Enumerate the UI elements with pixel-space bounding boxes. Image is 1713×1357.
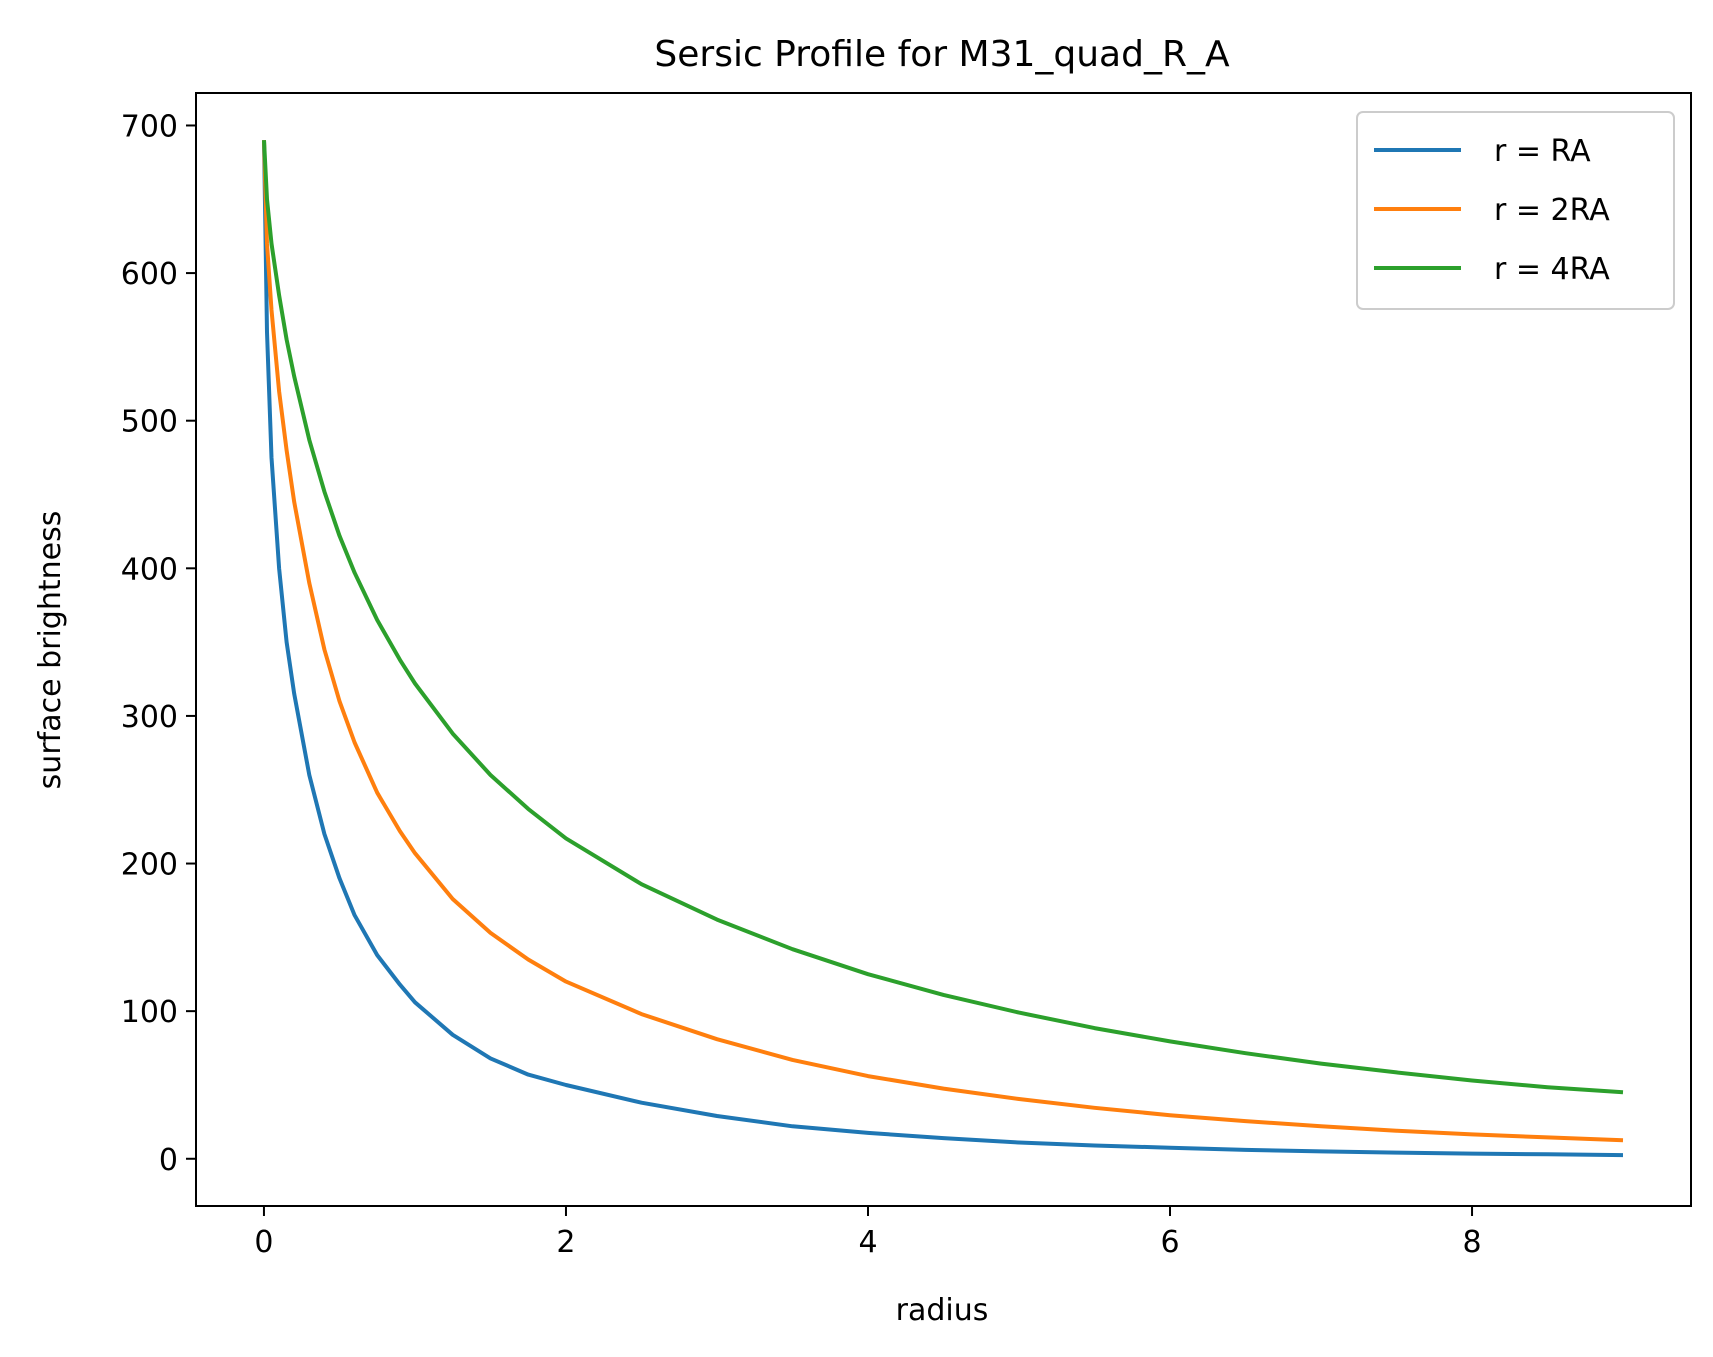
y-tick-label: 300 [121, 700, 178, 735]
series-line [262, 140, 1624, 1143]
legend-label: r = 4RA [1494, 252, 1610, 287]
y-tick-label: 100 [121, 995, 178, 1030]
series-layer [262, 140, 1624, 1158]
legend-entries: r = RA r = 2RA r = 4RA [1374, 134, 1610, 287]
x-axis-label: radius [896, 1293, 989, 1328]
plot-frame [195, 92, 1692, 1207]
x-tick-label: 4 [858, 1225, 877, 1260]
legend-box [1356, 111, 1675, 310]
x-tick-label: 6 [1160, 1225, 1179, 1260]
x-tick-label: 0 [254, 1225, 273, 1260]
y-tick-label: 700 [121, 109, 178, 144]
series-line [262, 140, 1624, 1095]
y-tick-label: 500 [121, 405, 178, 440]
series-line [262, 140, 1624, 1158]
x-tick-label: 8 [1462, 1225, 1481, 1260]
y-tick-label: 0 [159, 1143, 178, 1178]
chart-title: Sersic Profile for M31_quad_R_A [654, 34, 1230, 75]
x-tick-label: 2 [556, 1225, 575, 1260]
legend: r = RA r = 2RA r = 4RA [1356, 111, 1675, 310]
y-axis-label: surface brightness [33, 511, 68, 790]
legend-label: r = 2RA [1494, 193, 1610, 228]
y-axis: 0 100 200 300 400 500 600 700 [121, 109, 196, 1178]
legend-label: r = RA [1494, 134, 1591, 169]
y-tick-label: 200 [121, 848, 178, 883]
y-tick-label: 400 [121, 552, 178, 587]
x-axis: 0 2 4 6 8 [254, 1206, 1482, 1260]
y-tick-label: 600 [121, 257, 178, 292]
